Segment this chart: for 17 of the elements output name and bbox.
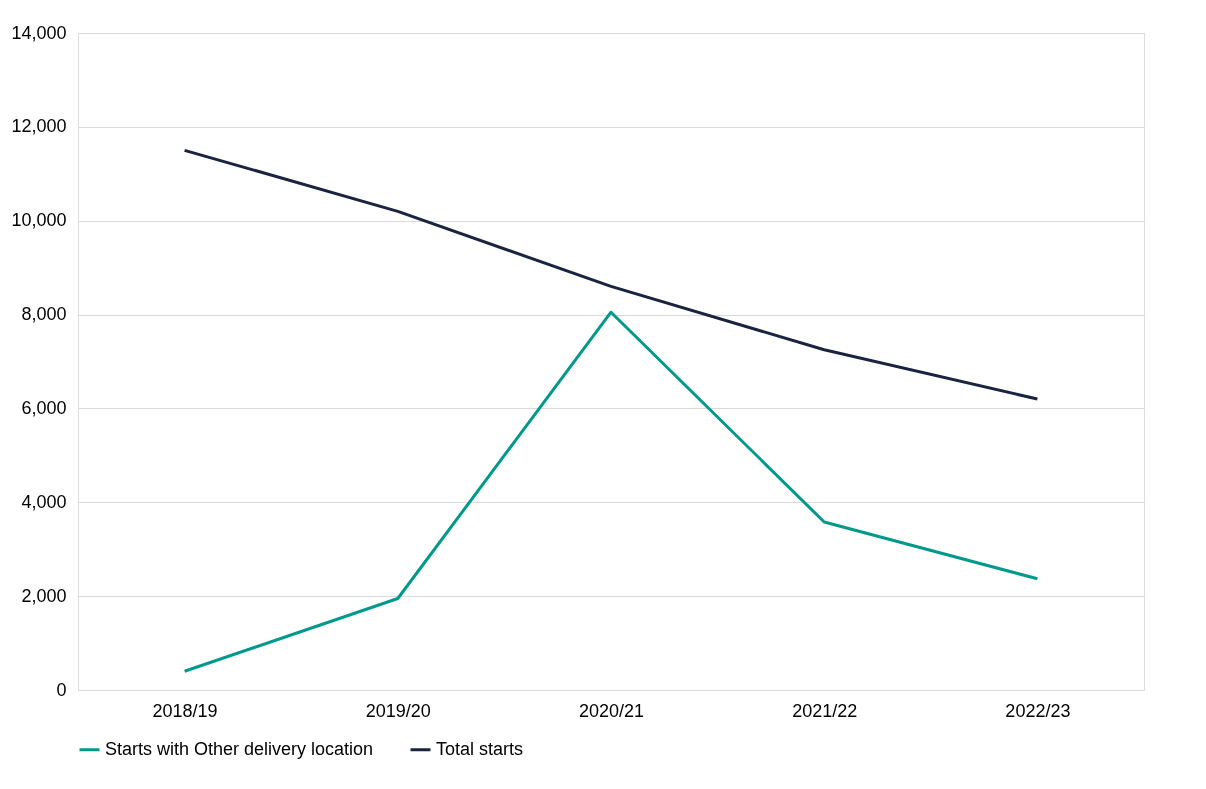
- y-tick-label: 8,000: [21, 304, 67, 325]
- line-series: [183, 148, 1039, 401]
- x-tick-label: 2019/20: [365, 700, 431, 721]
- x-tick-label: 2020/21: [578, 700, 645, 721]
- x-tick-label: 2018/19: [152, 700, 218, 721]
- y-tick-label: 6,000: [21, 397, 67, 418]
- y-tick-label: 10,000: [11, 210, 67, 231]
- y-tick-label: 4,000: [21, 491, 67, 512]
- x-tick-label: 2022/23: [1005, 700, 1071, 721]
- legend-label: Starts with Other delivery location: [105, 738, 374, 759]
- y-tick-label: 2,000: [21, 585, 67, 606]
- legend-label: Total starts: [436, 738, 524, 759]
- y-tick-label: 0: [56, 679, 67, 700]
- y-tick-label: 14,000: [11, 22, 67, 43]
- y-tick-label: 12,000: [11, 116, 67, 137]
- line-series: [183, 310, 1039, 673]
- x-tick-label: 2021/22: [792, 700, 858, 721]
